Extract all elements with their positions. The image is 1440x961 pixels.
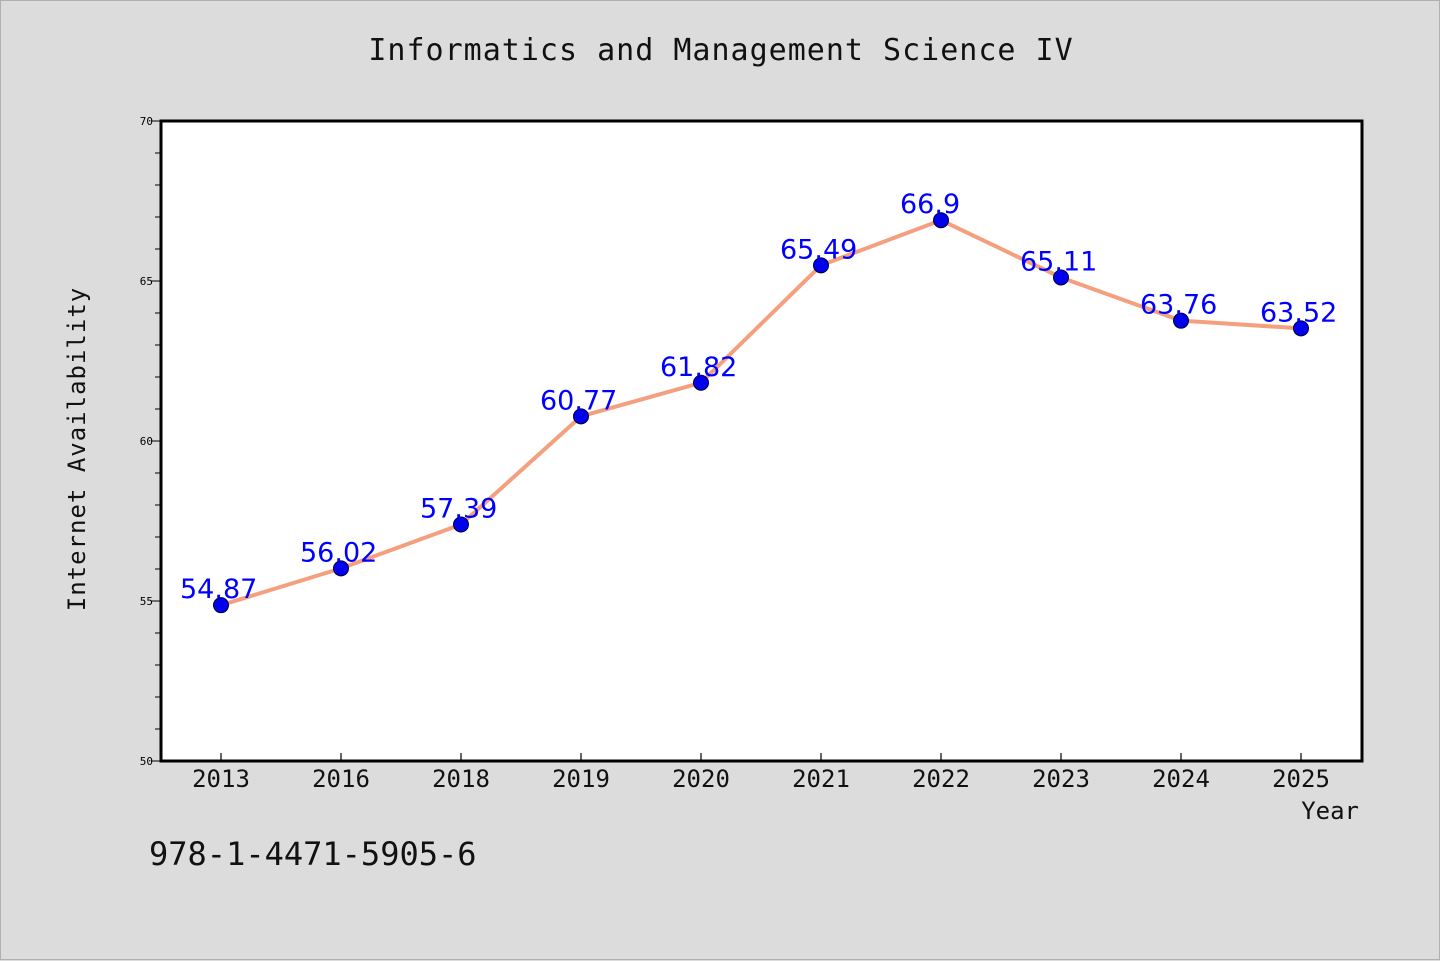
data-point [933, 212, 949, 229]
y-tick-label: 60 [140, 435, 153, 448]
data-point [1053, 269, 1069, 286]
x-tick-label: 2021 [792, 765, 850, 793]
x-tick-label: 2019 [552, 765, 610, 793]
x-tick-label: 2013 [192, 765, 250, 793]
x-tick-label: 2022 [912, 765, 970, 793]
data-point [1173, 312, 1189, 329]
data-label: 54.87 [180, 574, 257, 605]
data-label: 57.39 [420, 494, 497, 525]
data-point [453, 516, 469, 533]
y-tick-label: 65 [140, 275, 153, 288]
data-point [1293, 320, 1309, 337]
x-axis-label: Year [1301, 797, 1359, 825]
x-tick-label: 2020 [672, 765, 730, 793]
y-tick-label: 50 [140, 755, 153, 768]
series-line [220, 218, 1302, 608]
data-label: 65.49 [780, 234, 857, 265]
data-label: 63.76 [1140, 290, 1217, 321]
data-label: 56.02 [300, 537, 377, 568]
data-label: 63.52 [1260, 297, 1337, 328]
x-tick-label: 2018 [432, 765, 490, 793]
data-point [813, 257, 829, 274]
chart-title: Informatics and Management Science IV [368, 33, 1074, 68]
data-point [333, 560, 349, 577]
x-tick-label: 2023 [1032, 765, 1090, 793]
data-point [573, 408, 589, 425]
data-label: 60.77 [540, 385, 617, 416]
x-tick-label: 2016 [312, 765, 370, 793]
isbn-footnote: 978-1-4471-5905-6 [149, 835, 477, 873]
y-tick-label: 55 [140, 595, 153, 608]
plot-area [159, 119, 1364, 763]
data-point [693, 374, 709, 391]
data-label: 61.82 [660, 352, 737, 383]
y-tick-label: 70 [140, 115, 153, 128]
data-point [213, 597, 229, 614]
x-tick-label: 2024 [1152, 765, 1210, 793]
data-label: 65.11 [1020, 246, 1097, 277]
x-tick-label: 2025 [1272, 765, 1330, 793]
data-label: 66.9 [900, 189, 960, 220]
